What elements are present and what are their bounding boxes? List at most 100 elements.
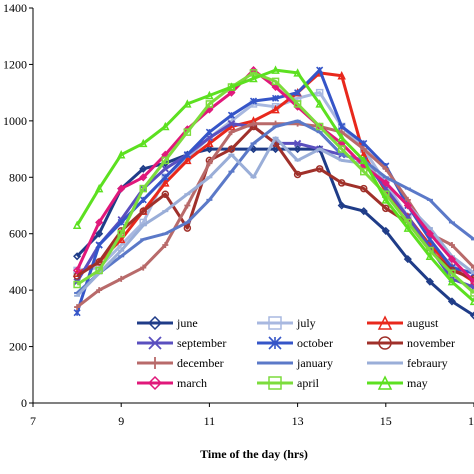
data-point-marker: [293, 145, 302, 154]
series-july: [73, 88, 474, 286]
data-point-marker: [139, 164, 148, 173]
data-point-marker: [149, 357, 161, 369]
data-point-marker: [403, 223, 413, 232]
data-point-marker: [337, 133, 346, 142]
legend-label: november: [407, 336, 455, 350]
legend-item-december: december: [137, 356, 224, 370]
data-point-marker: [94, 183, 104, 193]
data-point-marker: [95, 218, 104, 227]
data-point-marker: [95, 229, 104, 238]
data-point-marker: [73, 309, 81, 317]
data-point-marker: [271, 77, 280, 86]
legend-label: january: [296, 356, 333, 370]
x-ticks: 7 9 11 13 15 17: [30, 403, 474, 428]
data-point-marker: [148, 336, 162, 350]
data-point-marker: [381, 226, 390, 235]
data-point-marker: [268, 316, 282, 330]
data-point-marker: [139, 184, 147, 193]
data-point-marker: [162, 242, 169, 248]
data-point-marker: [360, 139, 368, 147]
plot-area: [72, 65, 474, 320]
data-point-marker: [315, 165, 324, 173]
legend-item-febraury: febraury: [367, 356, 448, 370]
data-point-marker: [359, 207, 368, 216]
data-point-marker: [183, 155, 192, 165]
legend-item-july: july: [257, 316, 316, 330]
y-ticks: 0 200 400 600 800 1000 1200 1400: [3, 1, 33, 410]
data-point-marker: [293, 68, 302, 77]
legend-label: may: [407, 376, 428, 390]
data-point-marker: [161, 121, 170, 131]
legend: june july august september october november de…: [137, 315, 455, 391]
data-point-marker: [447, 255, 457, 264]
data-point-marker: [147, 375, 163, 391]
data-point-marker: [117, 218, 125, 226]
data-point-marker: [469, 296, 474, 306]
y-tick-label: 0: [21, 396, 27, 410]
data-point-marker: [116, 234, 126, 244]
series-line: [75, 68, 474, 303]
series-line: [75, 68, 474, 283]
data-point-marker: [184, 202, 191, 209]
data-point-marker: [470, 289, 474, 297]
data-point-marker: [381, 178, 390, 187]
data-point-marker: [205, 138, 214, 148]
data-point-marker: [227, 82, 236, 91]
x-tick-label: 11: [204, 414, 216, 428]
legend-item-may: may: [367, 375, 428, 390]
data-point-marker: [471, 264, 474, 271]
data-point-marker: [250, 120, 257, 127]
series-line: [76, 147, 474, 317]
data-point-marker: [117, 229, 125, 238]
legend-item-june: june: [137, 315, 198, 331]
data-point-marker: [228, 129, 235, 136]
data-point-marker: [205, 90, 214, 100]
y-tick-label: 1200: [3, 57, 27, 71]
data-point-marker: [425, 229, 434, 238]
legend-item-march: march: [137, 375, 207, 391]
legend-item-november: november: [367, 336, 455, 350]
data-point-marker: [183, 224, 192, 232]
data-point-marker: [73, 280, 81, 289]
y-tick-label: 600: [9, 227, 27, 241]
y-tick-label: 1400: [3, 1, 27, 15]
data-point-marker: [425, 251, 435, 261]
data-point-marker: [95, 266, 103, 275]
data-point-marker: [73, 252, 82, 261]
legend-label: july: [296, 316, 316, 330]
x-axis-title: Time of the day (hrs): [200, 447, 308, 461]
data-point-marker: [73, 266, 82, 275]
x-tick-label: 15: [380, 414, 392, 428]
data-point-marker: [249, 97, 258, 105]
data-point-marker: [337, 179, 346, 187]
data-point-marker: [448, 242, 455, 248]
data-point-marker: [227, 145, 236, 153]
data-point-marker: [268, 336, 282, 350]
data-point-marker: [205, 145, 214, 154]
legend-item-april: april: [257, 376, 320, 390]
legend-label: june: [176, 316, 198, 330]
y-tick-label: 400: [9, 283, 27, 297]
data-point-marker: [360, 184, 368, 193]
data-point-marker: [271, 104, 280, 114]
legend-label: october: [297, 336, 333, 350]
data-point-marker: [469, 311, 474, 320]
legend-label: september: [177, 336, 226, 350]
data-point-marker: [271, 65, 280, 74]
data-point-marker: [183, 99, 192, 108]
data-point-marker: [205, 128, 213, 136]
data-point-marker: [447, 297, 457, 306]
x-tick-label: 9: [118, 414, 124, 428]
data-point-marker: [377, 315, 393, 330]
data-point-marker: [469, 277, 474, 286]
legend-item-october: october: [257, 336, 333, 350]
data-point-marker: [227, 88, 236, 97]
data-point-marker: [147, 315, 163, 331]
data-point-marker: [205, 100, 214, 108]
legend-item-august: august: [367, 315, 439, 330]
data-point-marker: [139, 173, 148, 182]
data-point-marker: [74, 304, 81, 311]
x-tick-label: 13: [292, 414, 304, 428]
data-point-marker: [139, 196, 147, 204]
